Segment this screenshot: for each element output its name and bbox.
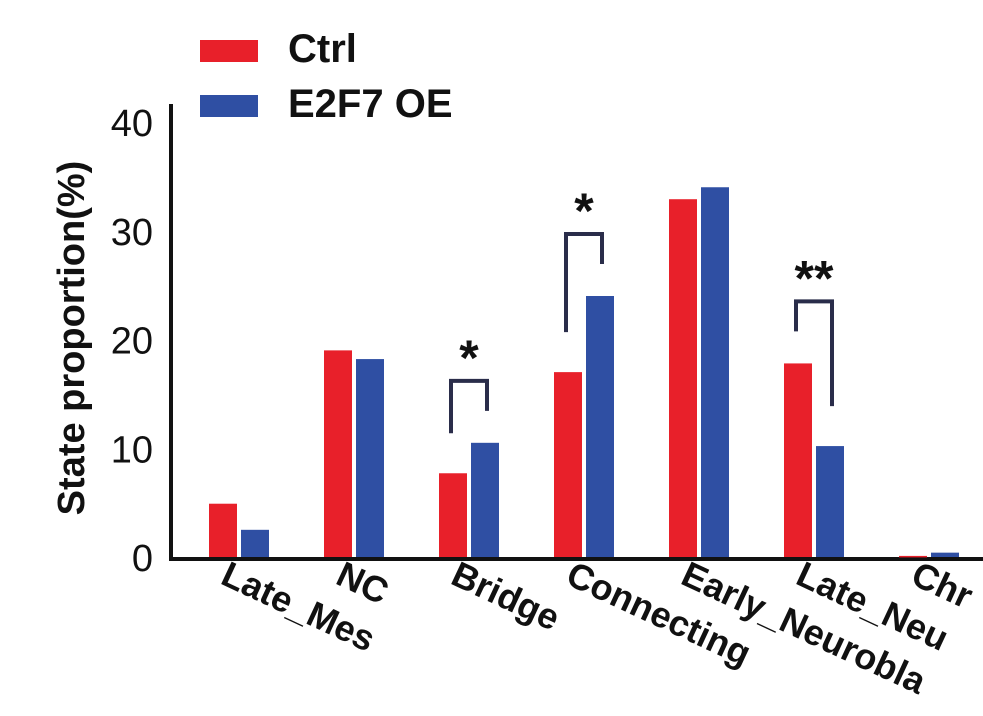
legend-swatch-ctrl — [200, 40, 258, 62]
legend-swatch-e2f7-oe — [200, 95, 258, 117]
bar-ctrl — [209, 503, 237, 557]
bars — [209, 187, 959, 558]
bar-e2f7-oe — [471, 442, 499, 557]
legend: Ctrl E2F7 OE — [200, 27, 453, 126]
y-tick-label: 20 — [111, 321, 153, 363]
y-tick-label: 10 — [111, 429, 153, 471]
bar-ctrl — [324, 350, 352, 557]
bar-e2f7-oe — [586, 296, 614, 557]
significance-label: ** — [795, 250, 834, 306]
bar-e2f7-oe — [356, 359, 384, 557]
y-tick-label: 40 — [111, 103, 153, 145]
bar-ctrl — [899, 555, 927, 558]
y-tick-label: 0 — [132, 538, 153, 580]
bar-ctrl — [439, 473, 467, 557]
significance-brackets: **** — [449, 183, 834, 434]
bar-e2f7-oe — [241, 529, 269, 557]
x-tick-label: Bridge — [446, 553, 567, 638]
bar-e2f7-oe — [931, 552, 959, 557]
bar-ctrl — [669, 199, 697, 557]
bar-e2f7-oe — [701, 187, 729, 557]
y-tick-label: 30 — [111, 212, 153, 254]
significance-bracket — [794, 299, 834, 407]
bar-ctrl — [784, 363, 812, 557]
y-axis-label: State proportion(%) — [51, 161, 93, 516]
bar-e2f7-oe — [816, 446, 844, 557]
significance-label: * — [459, 330, 479, 386]
legend-label-ctrl: Ctrl — [288, 27, 357, 71]
y-ticks: 0 10 20 30 40 — [111, 103, 153, 580]
significance-bracket — [564, 232, 604, 333]
legend-label-e2f7-oe: E2F7 OE — [288, 82, 453, 126]
significance-bracket — [449, 378, 489, 434]
bar-ctrl — [554, 372, 582, 557]
significance-label: * — [574, 183, 594, 239]
